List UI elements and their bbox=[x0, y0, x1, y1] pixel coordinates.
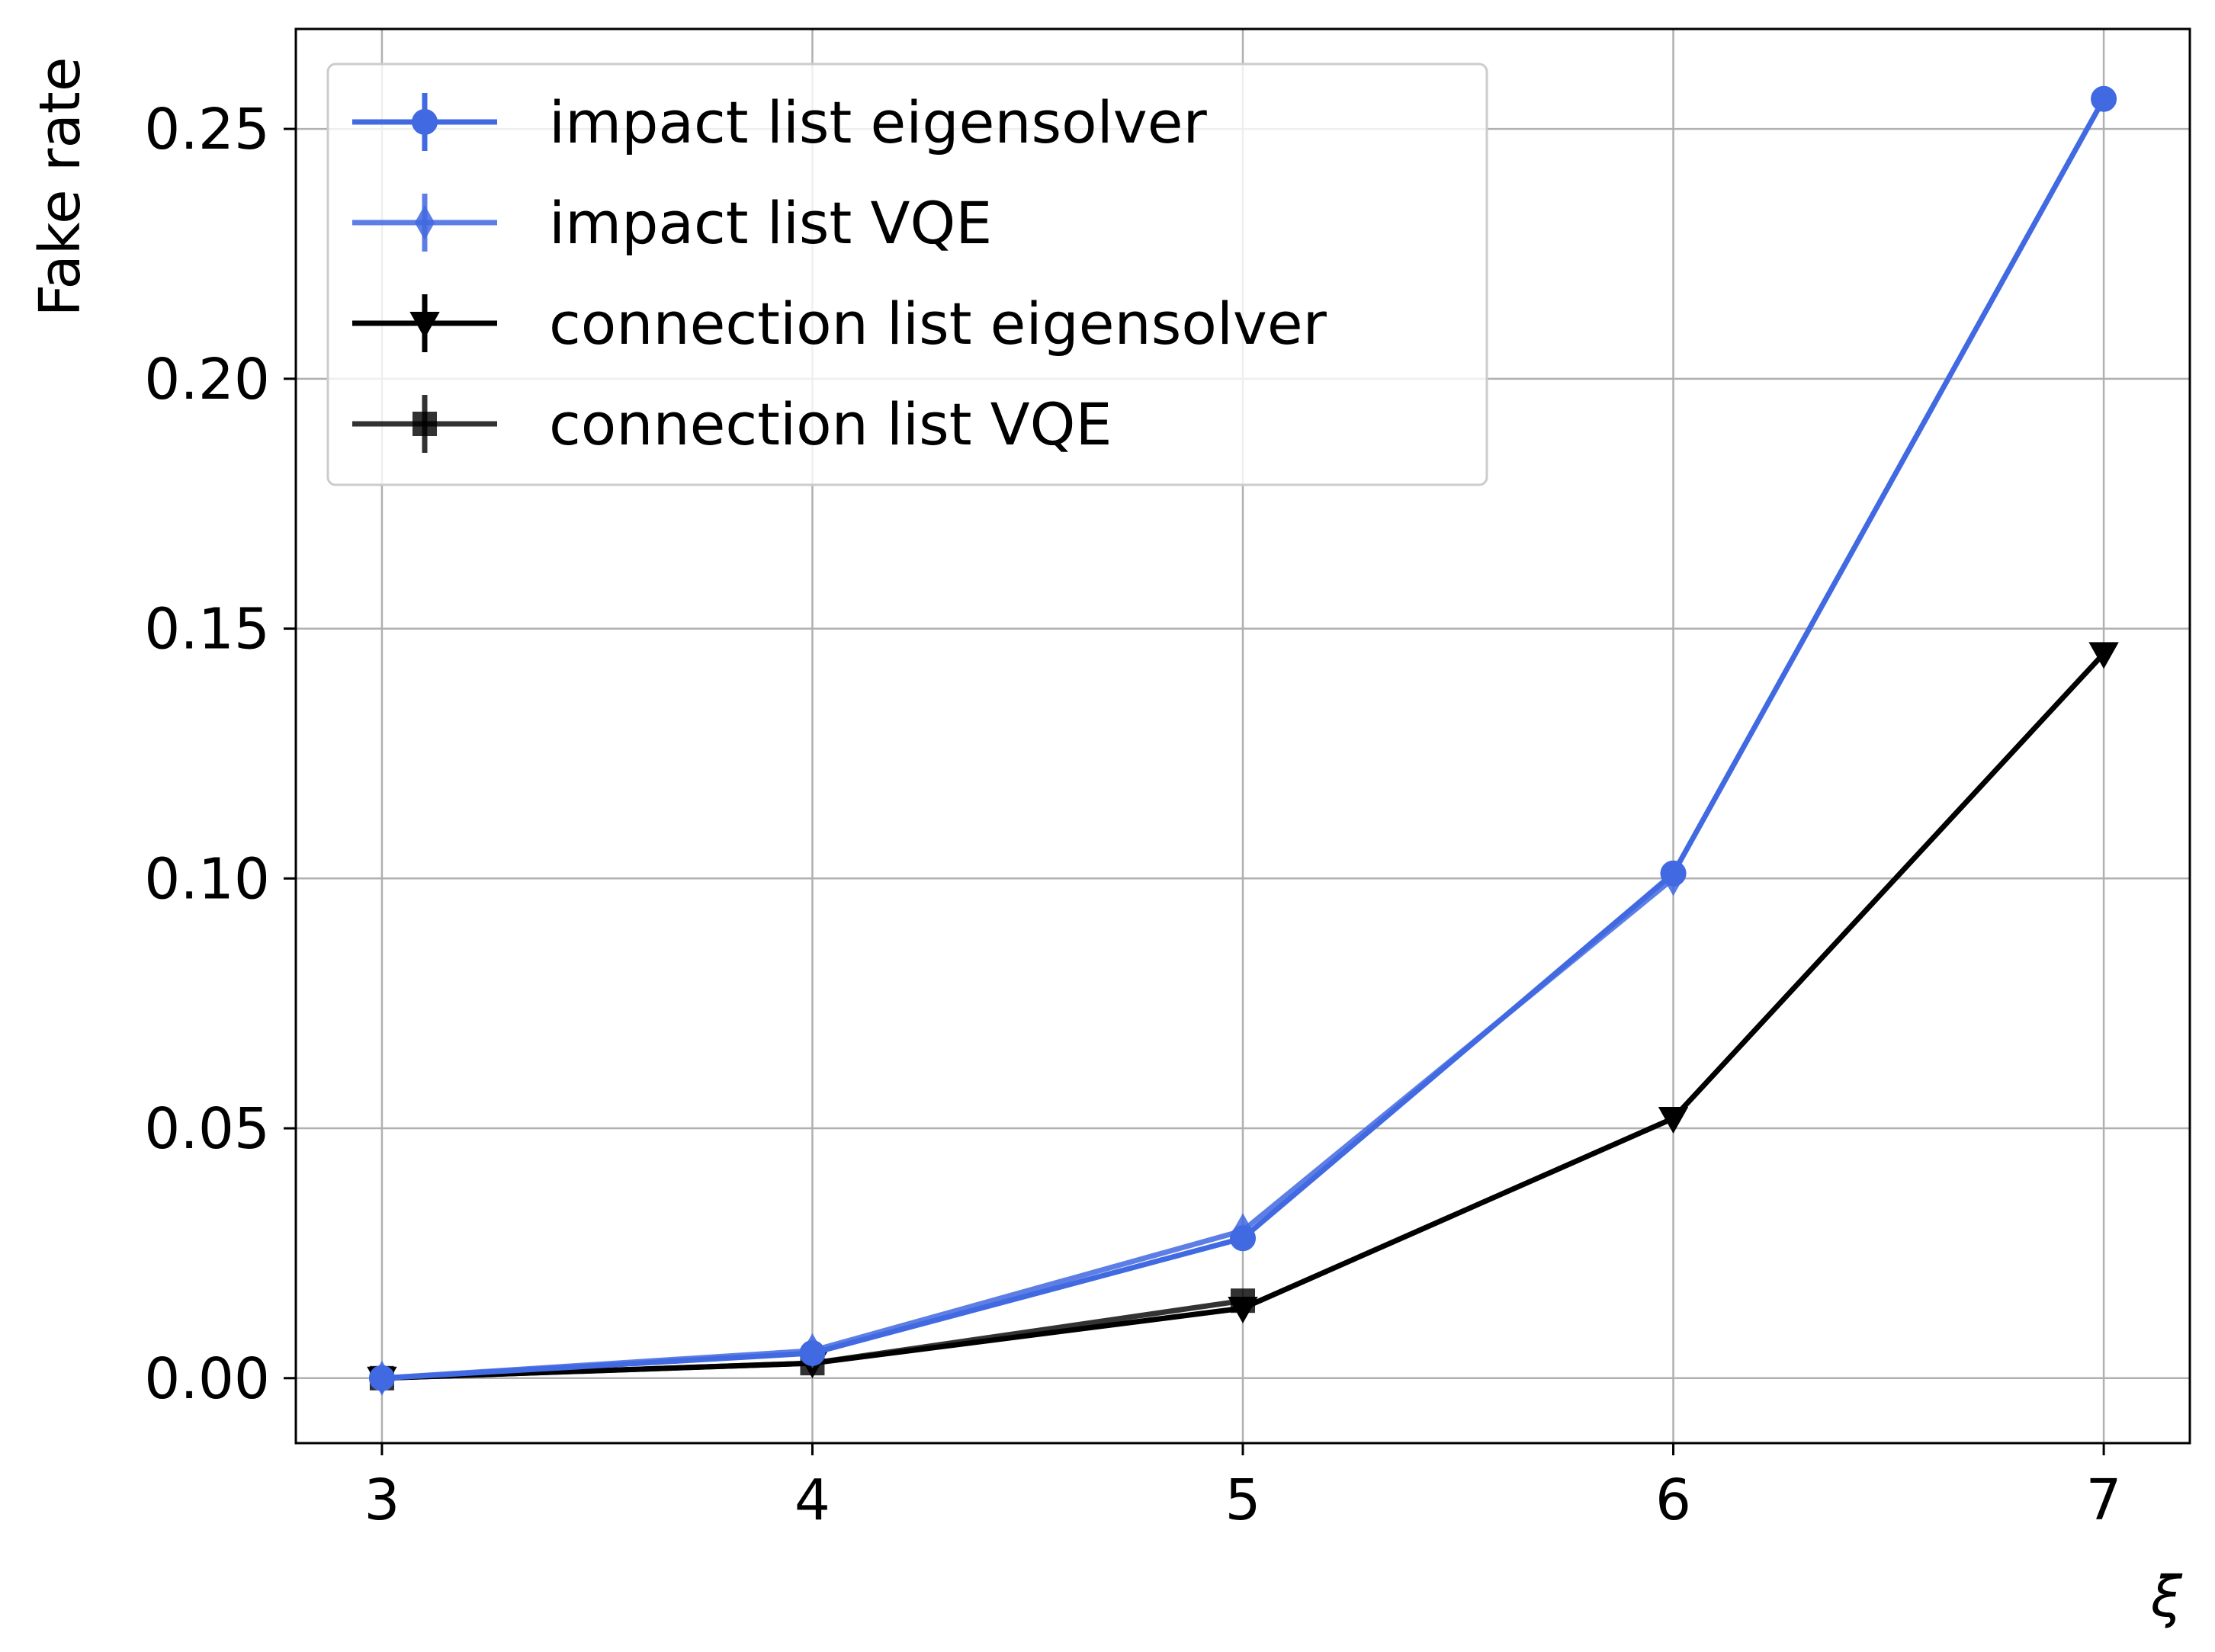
series-impact-list-eigensolver bbox=[368, 85, 2117, 1391]
data-point bbox=[1230, 1225, 1256, 1252]
x-tick-label: 3 bbox=[364, 1468, 400, 1533]
legend-entry: impact list VQE bbox=[352, 189, 992, 257]
legend-marker bbox=[409, 312, 440, 339]
legend-label: impact list VQE bbox=[549, 189, 992, 257]
x-axis-label: ξ bbox=[2150, 1564, 2183, 1630]
legend-label: impact list eigensolver bbox=[549, 88, 1207, 156]
legend-label: connection list eigensolver bbox=[549, 290, 1327, 358]
y-axis-label: Fake rate bbox=[27, 57, 93, 317]
legend-box bbox=[326, 63, 1488, 486]
data-point bbox=[1231, 1288, 1255, 1314]
data-point bbox=[1660, 860, 1687, 887]
legend-marker bbox=[413, 412, 437, 436]
legend-entry: connection list VQE bbox=[352, 390, 1112, 458]
data-point bbox=[368, 1365, 395, 1391]
data-point bbox=[2091, 85, 2117, 112]
y-tick-label: 0.05 bbox=[144, 1096, 270, 1162]
axis-ticks: 3 4 5 6 7 0.00 0.05 0.10 0.15 0.20 0.25 bbox=[144, 97, 2121, 1533]
y-tick-label: 0.10 bbox=[144, 846, 270, 912]
y-tick-label: 0.00 bbox=[144, 1346, 270, 1412]
legend-entry: impact list eigensolver bbox=[352, 88, 1207, 156]
y-tick-label: 0.25 bbox=[144, 97, 270, 162]
legend-marker bbox=[414, 204, 435, 241]
legend-marker bbox=[412, 109, 438, 135]
x-tick-label: 6 bbox=[1655, 1468, 1691, 1533]
x-tick-label: 7 bbox=[2086, 1468, 2122, 1533]
legend-entry: connection list eigensolver bbox=[352, 290, 1327, 358]
x-tick-label: 5 bbox=[1225, 1468, 1260, 1533]
y-tick-label: 0.15 bbox=[144, 597, 270, 662]
legend-label: connection list VQE bbox=[549, 390, 1112, 458]
y-tick-label: 0.20 bbox=[144, 347, 270, 412]
data-point bbox=[1658, 1106, 1689, 1134]
data-point bbox=[2088, 642, 2119, 669]
series-layer bbox=[367, 85, 2119, 1396]
legend: impact list eigensolver impact list VQE co… bbox=[326, 63, 1488, 486]
data-point bbox=[799, 1340, 826, 1367]
x-tick-label: 4 bbox=[795, 1468, 830, 1533]
